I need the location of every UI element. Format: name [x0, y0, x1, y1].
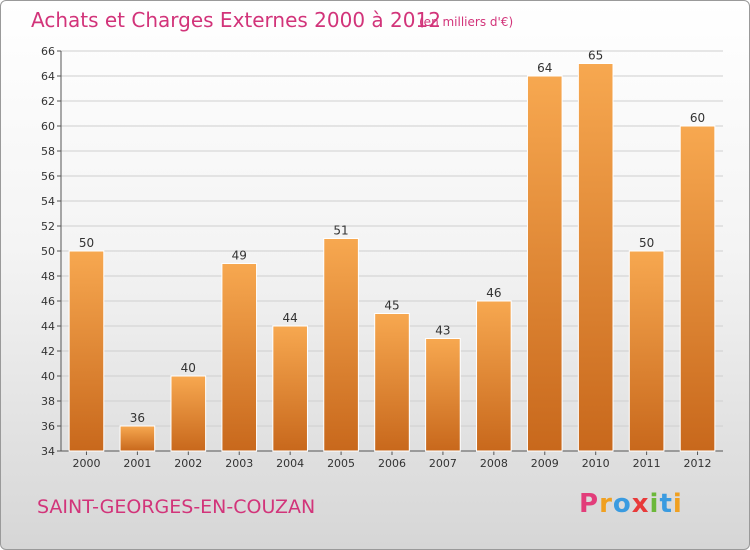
y-tick-label: 42 — [41, 345, 55, 358]
y-tick-label: 64 — [41, 70, 55, 83]
y-tick-label: 46 — [41, 295, 55, 308]
x-tick-label: 2011 — [633, 457, 661, 470]
x-tick-label: 2010 — [582, 457, 610, 470]
x-tick-label: 2012 — [684, 457, 712, 470]
data-label-2009: 64 — [537, 61, 552, 75]
commune-name: SAINT-GEORGES-EN-COUZAN — [37, 496, 316, 518]
x-tick-label: 2004 — [276, 457, 304, 470]
x-tick-label: 2007 — [429, 457, 457, 470]
data-label-2008: 46 — [486, 286, 501, 300]
x-tick-label: 2000 — [72, 457, 100, 470]
y-tick-label: 56 — [41, 170, 55, 183]
x-tick-label: 2003 — [225, 457, 253, 470]
y-tick-label: 62 — [41, 95, 55, 108]
bar-2007 — [425, 338, 461, 452]
bar-2001 — [119, 425, 156, 452]
bar-2010 — [577, 63, 614, 452]
x-tick-label: 2008 — [480, 457, 508, 470]
logo-letter: i — [672, 489, 683, 519]
data-label-2002: 40 — [181, 361, 196, 375]
logo-letter: x — [631, 489, 650, 519]
bar-2011 — [628, 250, 665, 452]
bar-2002 — [170, 375, 207, 452]
y-tick-label: 52 — [41, 220, 55, 233]
y-tick-label: 48 — [41, 270, 55, 283]
x-tick-label: 2002 — [174, 457, 202, 470]
y-tick-label: 66 — [41, 45, 55, 58]
data-label-2001: 36 — [130, 411, 145, 425]
logo-letter: P — [579, 489, 600, 519]
x-tick-label: 2006 — [378, 457, 406, 470]
y-tick-label: 44 — [41, 320, 55, 333]
data-label-2005: 51 — [333, 224, 348, 238]
bar-2012 — [679, 125, 716, 452]
labels: 34 36 38 40 42 44 46 48 50 52 54 56 58 60 62 64 66 50 2000… — [41, 45, 712, 470]
bar-2005 — [323, 238, 359, 452]
data-label-2004: 44 — [283, 311, 298, 325]
logo-letter: t — [659, 489, 673, 519]
y-tick-label: 36 — [41, 420, 55, 433]
bars — [68, 63, 716, 452]
data-label-2012: 60 — [690, 111, 705, 125]
data-label-2011: 50 — [639, 236, 654, 250]
logo-letter: i — [649, 489, 660, 519]
y-tick-label: 38 — [41, 395, 55, 408]
bar-2003 — [221, 263, 258, 452]
data-label-2007: 43 — [435, 324, 450, 338]
bar-2009 — [526, 75, 563, 452]
data-label-2006: 45 — [384, 299, 399, 313]
y-tick-label: 60 — [41, 120, 55, 133]
data-label-2003: 49 — [232, 249, 247, 263]
y-tick-label: 34 — [41, 445, 55, 458]
data-label-2010: 65 — [588, 49, 603, 63]
logo-letter: o — [612, 489, 632, 519]
chart-title: Achats et Charges Externes 2000 à 2012 — [31, 8, 441, 32]
x-tick-label: 2005 — [327, 457, 355, 470]
x-tick-label: 2001 — [123, 457, 151, 470]
y-tick-label: 54 — [41, 195, 55, 208]
data-label-2000: 50 — [79, 236, 94, 250]
x-tick-label: 2009 — [531, 457, 559, 470]
bar-2000 — [68, 250, 105, 452]
y-tick-label: 50 — [41, 245, 55, 258]
y-tick-label: 58 — [41, 145, 55, 158]
proxiti-logo: Proxiti — [579, 489, 683, 519]
bar-2008 — [476, 300, 512, 452]
bar-2004 — [272, 325, 308, 452]
y-tick-label: 40 — [41, 370, 55, 383]
bar-2006 — [374, 313, 410, 452]
logo-letter: r — [599, 489, 613, 519]
chart-subtitle: (en milliers d'€) — [419, 15, 514, 29]
